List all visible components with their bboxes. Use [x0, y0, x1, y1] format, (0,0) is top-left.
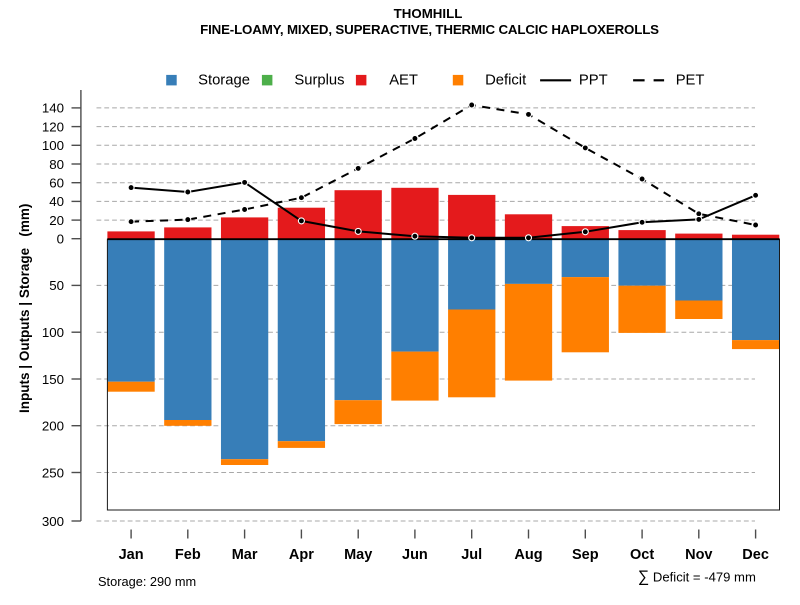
svg-text:PET: PET	[676, 73, 705, 89]
svg-text:Nov: Nov	[685, 547, 712, 563]
svg-text:120: 120	[42, 119, 64, 134]
svg-text:50: 50	[49, 278, 64, 293]
svg-text:40: 40	[49, 194, 64, 209]
svg-text:FINE-LOAMY, MIXED, SUPERACTIVE: FINE-LOAMY, MIXED, SUPERACTIVE, THERMIC …	[200, 22, 659, 37]
svg-text:250: 250	[42, 465, 64, 480]
svg-text:60: 60	[49, 176, 64, 191]
svg-text:∑ Deficit = -479 mm: ∑ Deficit = -479 mm	[638, 569, 756, 586]
svg-text:100: 100	[42, 138, 64, 153]
svg-text:May: May	[344, 547, 372, 563]
svg-text:Deficit: Deficit	[485, 73, 526, 89]
svg-text:Aug: Aug	[514, 547, 542, 563]
svg-text:Inputs | Outputs | Storage (: Inputs | Outputs | Storage (mm)	[17, 204, 32, 413]
svg-text:AET: AET	[389, 73, 418, 89]
svg-text:Dec: Dec	[742, 547, 769, 563]
svg-text:Jun: Jun	[402, 547, 428, 563]
svg-text:Sep: Sep	[572, 547, 599, 563]
svg-text:Feb: Feb	[175, 547, 201, 563]
svg-text:Jan: Jan	[119, 547, 144, 563]
svg-text:0: 0	[57, 232, 64, 247]
svg-text:300: 300	[42, 514, 64, 529]
svg-text:Oct: Oct	[630, 547, 654, 563]
svg-text:150: 150	[42, 372, 64, 387]
svg-text:Mar: Mar	[232, 547, 258, 563]
svg-text:Apr: Apr	[289, 547, 314, 563]
svg-text:100: 100	[42, 325, 64, 340]
svg-text:Storage: Storage	[198, 73, 250, 89]
svg-text:Jul: Jul	[461, 547, 482, 563]
svg-text:200: 200	[42, 419, 64, 434]
svg-text:THOMHILL: THOMHILL	[394, 6, 463, 21]
svg-text:140: 140	[42, 101, 64, 116]
svg-text:20: 20	[49, 213, 64, 228]
svg-text:Surplus: Surplus	[294, 73, 344, 89]
svg-text:Storage: 290 mm: Storage: 290 mm	[98, 574, 196, 589]
svg-text:PPT: PPT	[579, 73, 608, 89]
svg-text:80: 80	[49, 157, 64, 172]
